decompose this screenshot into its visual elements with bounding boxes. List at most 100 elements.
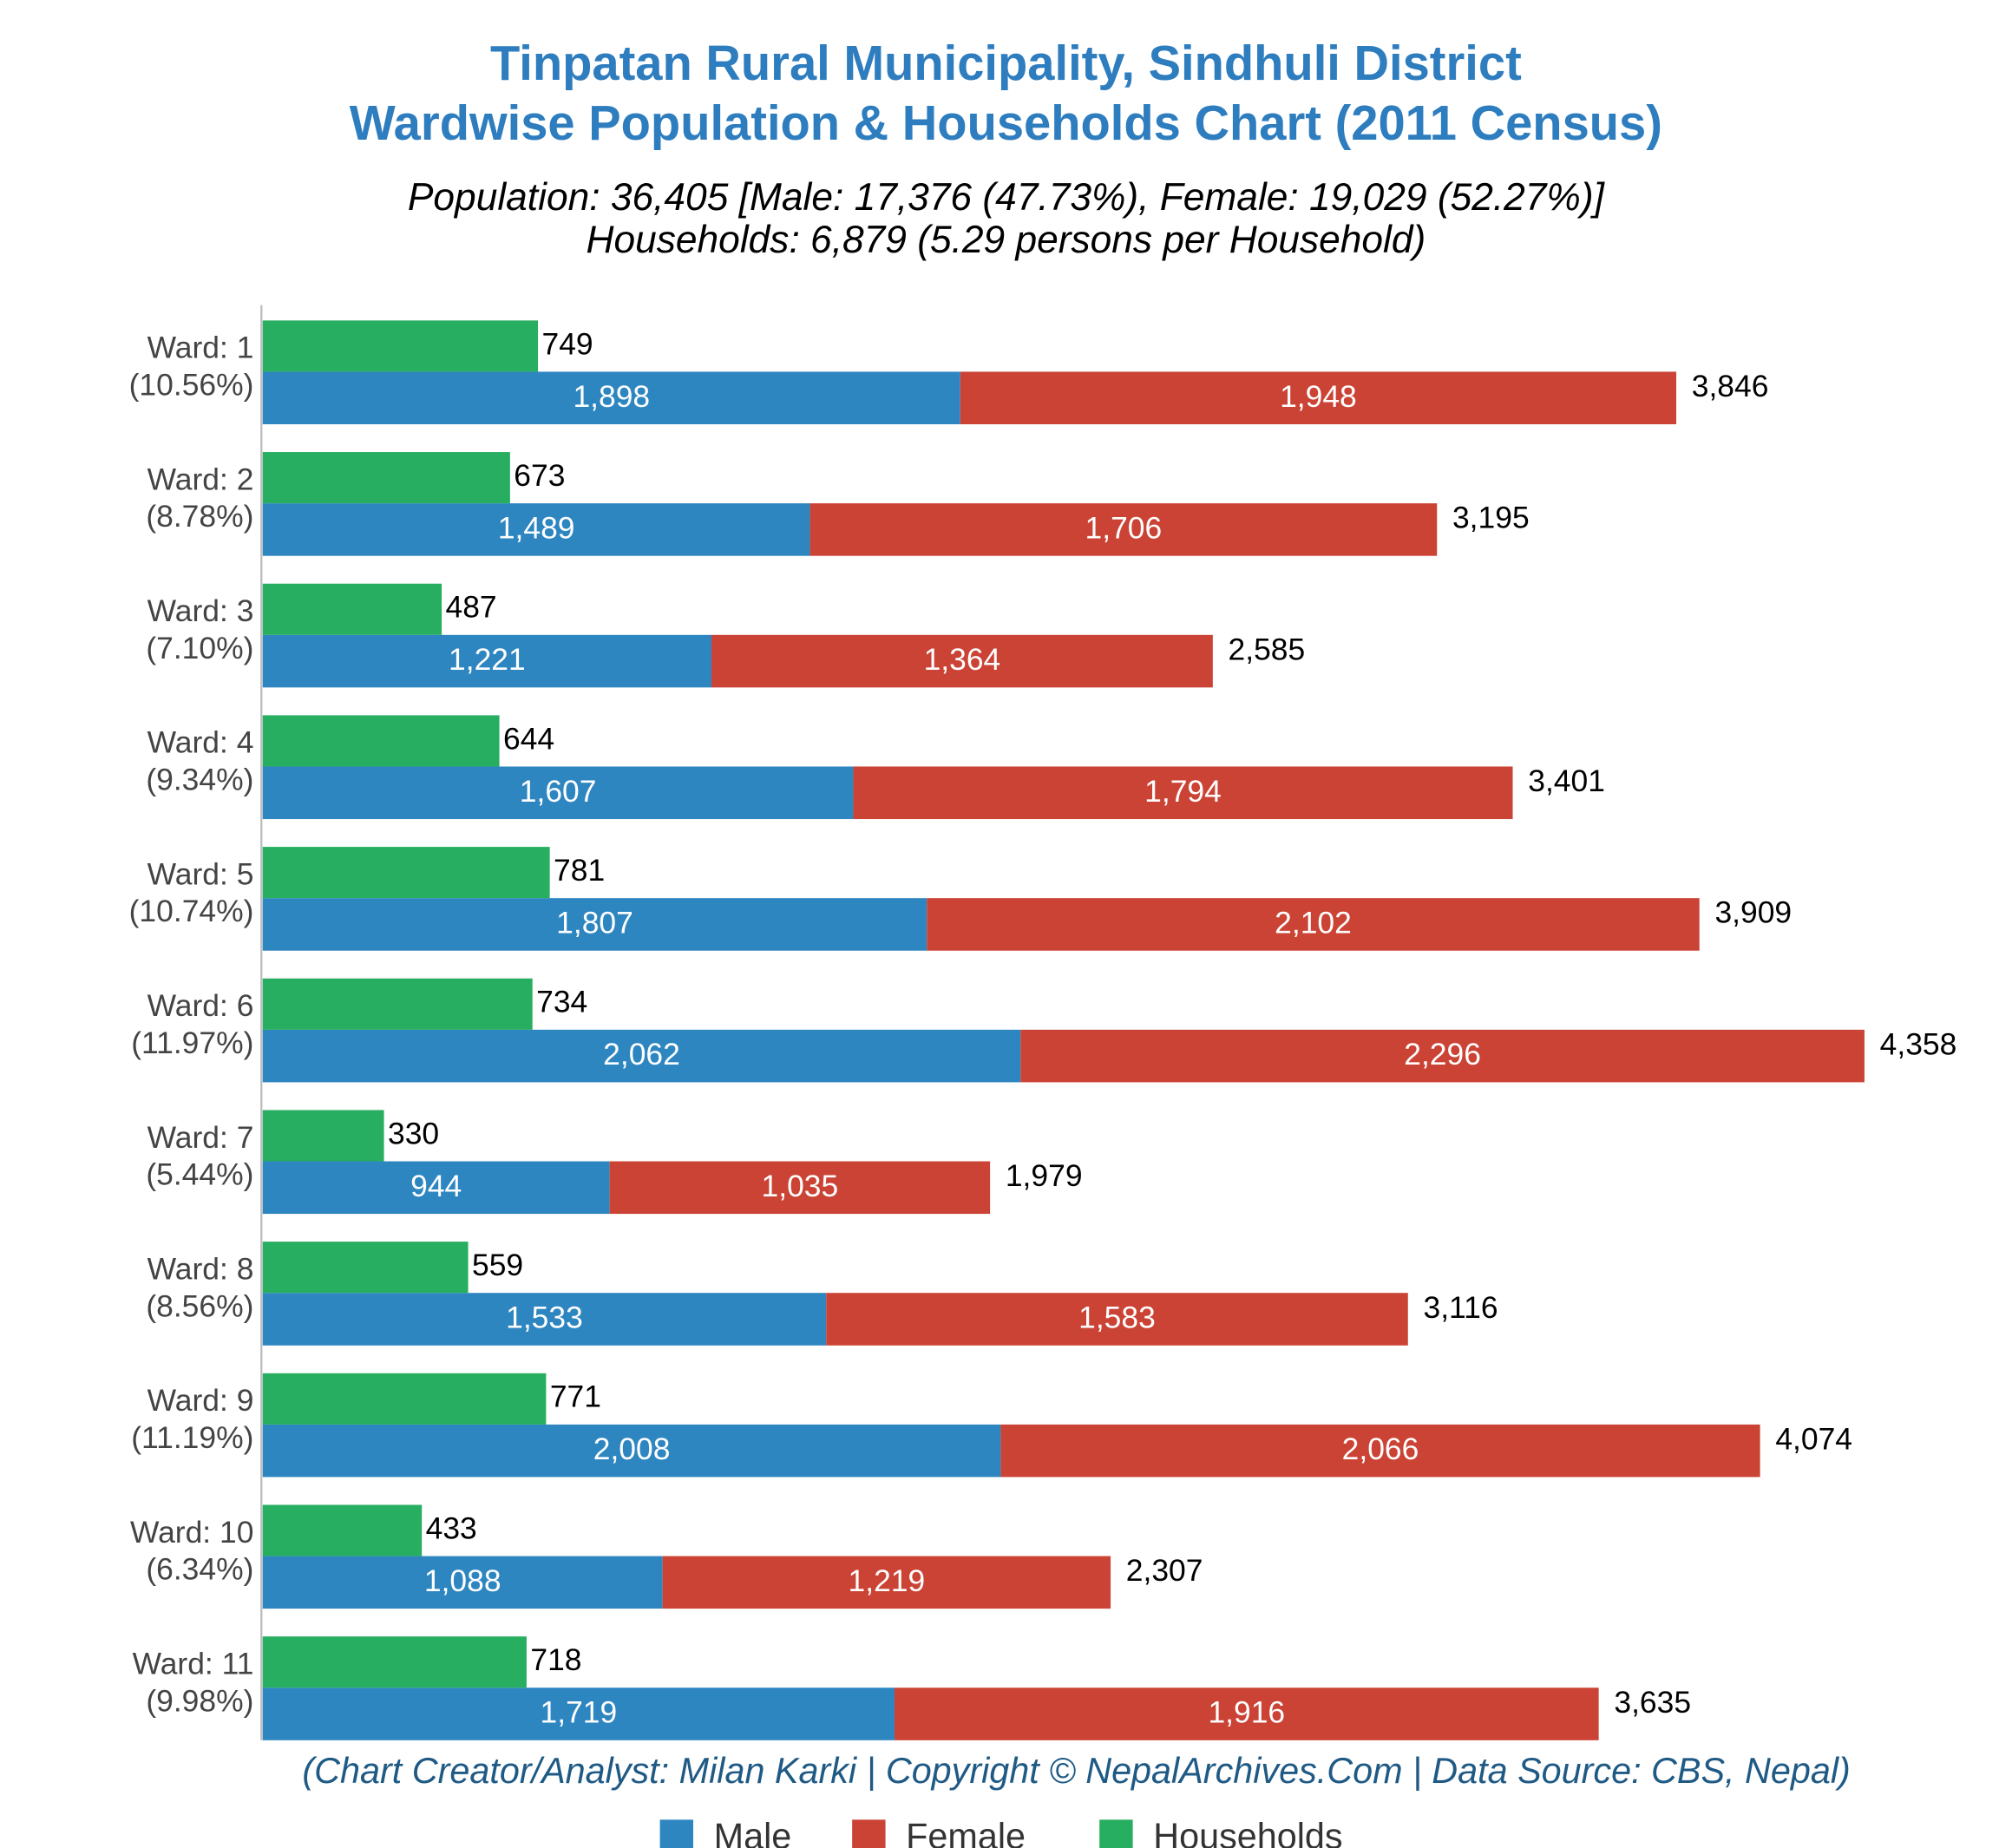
population-bar [809, 503, 1438, 556]
legend-swatch [1099, 1819, 1133, 1848]
category-label: Ward: 1 [147, 331, 254, 365]
population-bar [262, 898, 927, 951]
value-label: 2,102 [1275, 906, 1352, 940]
total-label: 3,635 [1614, 1685, 1691, 1720]
population-bar [662, 1556, 1111, 1609]
chart-subtitle: Population: 36,405 [Male: 17,376 (47.73%… [408, 176, 1606, 219]
household-label: 673 [514, 458, 565, 493]
total-label: 3,846 [1692, 369, 1769, 403]
legend-swatch [659, 1819, 694, 1848]
household-bar [262, 1373, 547, 1425]
household-bar [262, 583, 442, 635]
value-label: 2,296 [1404, 1037, 1481, 1071]
total-label: 4,074 [1775, 1421, 1852, 1456]
household-label: 749 [541, 326, 593, 361]
category-share: (10.74%) [129, 894, 254, 928]
population-bar [262, 1424, 1001, 1478]
total-label: 1,979 [1006, 1158, 1083, 1193]
population-bar [960, 371, 1677, 424]
category-label: Ward: 3 [147, 593, 254, 628]
value-label: 1,221 [449, 642, 526, 677]
value-label: 1,719 [541, 1695, 618, 1730]
category-label: Ward: 4 [147, 725, 254, 760]
value-label: 1,607 [520, 774, 597, 809]
population-bar [927, 898, 1700, 951]
category-label: Ward: 8 [147, 1251, 254, 1286]
category-share: (11.97%) [131, 1026, 253, 1060]
category-share: (9.34%) [146, 763, 253, 797]
legend-label: Male [714, 1816, 792, 1848]
population-bar [262, 634, 712, 688]
household-bar [262, 320, 539, 372]
household-label: 644 [503, 721, 554, 756]
category-share: (9.98%) [146, 1683, 253, 1718]
category-label: Ward: 2 [147, 462, 254, 496]
category-label: Ward: 10 [130, 1515, 253, 1550]
value-label: 1,219 [849, 1563, 926, 1598]
value-label: 1,489 [498, 511, 575, 546]
value-label: 1,807 [556, 906, 633, 940]
total-label: 2,585 [1229, 632, 1306, 666]
population-bar [853, 766, 1513, 820]
category-share: (6.34%) [146, 1552, 253, 1587]
population-bar [711, 634, 1213, 688]
population-bar [1020, 1029, 1865, 1083]
category-label: Ward: 9 [147, 1383, 254, 1418]
household-label: 433 [426, 1511, 477, 1545]
household-label: 559 [472, 1248, 523, 1282]
household-bar [262, 978, 533, 1030]
population-bar [1000, 1424, 1760, 1478]
value-label: 1,898 [573, 379, 650, 414]
value-label: 2,062 [603, 1037, 680, 1071]
value-label: 2,066 [1342, 1432, 1419, 1466]
household-label: 718 [530, 1642, 581, 1677]
legend-swatch [852, 1819, 886, 1848]
total-label: 3,401 [1528, 763, 1605, 798]
value-label: 1,916 [1208, 1695, 1285, 1730]
value-label: 1,794 [1144, 774, 1222, 809]
category-label: Ward: 6 [147, 988, 254, 1023]
population-bar [262, 766, 854, 820]
household-label: 771 [550, 1379, 601, 1414]
value-label: 1,088 [424, 1563, 501, 1598]
category-label: Ward: 5 [147, 856, 254, 891]
population-bar [262, 371, 960, 424]
household-label: 487 [446, 590, 497, 625]
household-bar [262, 1242, 469, 1294]
category-share: (5.44%) [146, 1157, 253, 1192]
value-label: 944 [410, 1169, 462, 1203]
household-label: 330 [388, 1116, 439, 1150]
total-label: 2,307 [1126, 1553, 1203, 1588]
household-bar [262, 1636, 527, 1688]
value-label: 1,364 [924, 642, 1001, 677]
footer: (Chart Creator/Analyst: Milan Karki | Co… [302, 1751, 1850, 1791]
population-bar [894, 1687, 1599, 1740]
population-bar [262, 1687, 895, 1740]
population-bar [262, 1293, 827, 1346]
total-label: 3,116 [1424, 1290, 1498, 1325]
household-bar [262, 1110, 384, 1162]
legend-label: Households [1153, 1816, 1342, 1848]
population-bar [262, 503, 810, 556]
category-share: (10.56%) [129, 368, 254, 403]
category-label: Ward: 7 [147, 1120, 254, 1155]
category-label: Ward: 11 [133, 1646, 254, 1681]
total-label: 3,909 [1714, 895, 1792, 930]
household-bar [262, 715, 500, 767]
total-label: 4,358 [1880, 1026, 1957, 1061]
category-share: (7.10%) [146, 631, 253, 665]
category-share: (8.56%) [146, 1288, 253, 1323]
value-label: 1,706 [1085, 511, 1163, 546]
value-label: 1,948 [1280, 379, 1357, 414]
legend-label: Female [906, 1816, 1026, 1848]
category-share: (11.19%) [131, 1420, 253, 1455]
category-share: (8.78%) [146, 499, 253, 534]
household-bar [262, 847, 550, 899]
household-label: 734 [536, 985, 587, 1019]
population-bar [262, 1161, 610, 1215]
chart-title: Tinpatan Rural Municipality, Sindhuli Di… [490, 36, 1522, 90]
household-bar [262, 1504, 423, 1556]
population-bar [262, 1556, 663, 1609]
